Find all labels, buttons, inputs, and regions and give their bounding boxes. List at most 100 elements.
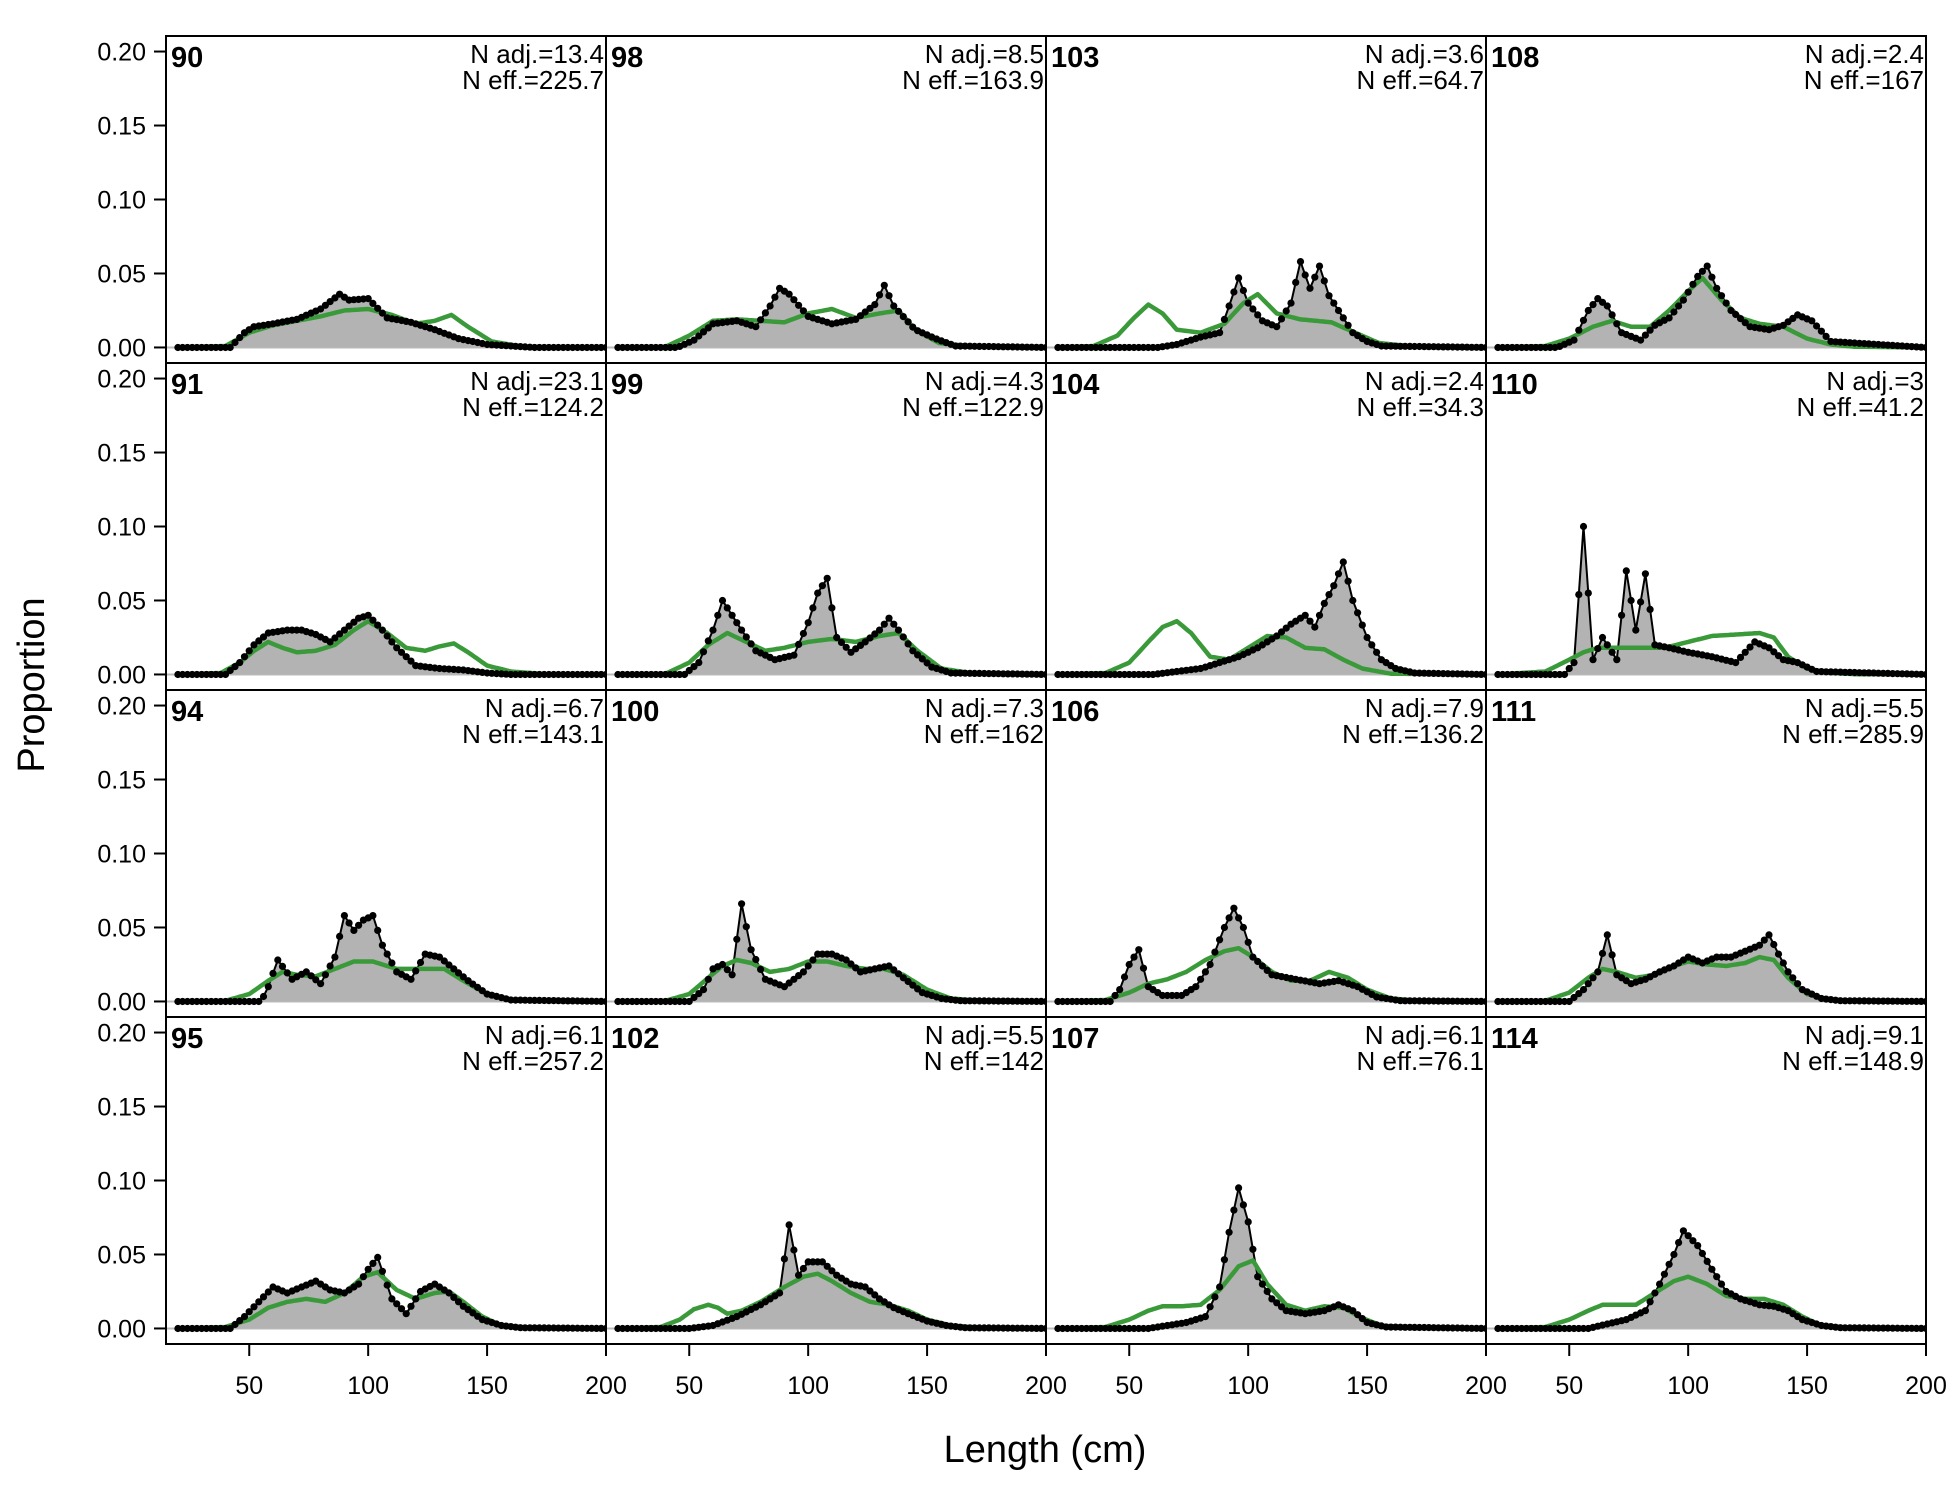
panel-label: 102 (611, 1023, 659, 1055)
observed-point (1306, 284, 1314, 292)
n-adj-label: N adj.=3 (1826, 366, 1924, 396)
observed-point (728, 611, 736, 619)
observed-point (264, 1288, 272, 1296)
panel-plot-area (166, 1253, 606, 1333)
observed-point (383, 950, 391, 958)
y-tick-label: 0.05 (97, 587, 146, 615)
observed-point (709, 626, 717, 634)
x-tick-label: 100 (1667, 1372, 1709, 1400)
observed-point (818, 1258, 827, 1266)
n-eff-label: N eff.=257.2 (462, 1046, 604, 1076)
observed-point (1760, 936, 1768, 944)
observed-point (1220, 923, 1228, 932)
observed-point (1717, 292, 1726, 300)
observed-point (894, 307, 903, 315)
observed-point (1235, 914, 1243, 922)
n-adj-label: N adj.=6.1 (485, 1020, 604, 1050)
observed-point (1130, 953, 1138, 961)
observed-point (326, 962, 334, 970)
observed-point (1225, 914, 1233, 922)
y-tick-label: 0.15 (97, 440, 146, 468)
panel-label: 100 (611, 696, 659, 728)
panel-label: 90 (171, 42, 203, 74)
observed-area (617, 903, 1046, 1002)
observed-point (1315, 262, 1324, 270)
observed-point (733, 619, 741, 627)
observed-point (1656, 1280, 1664, 1288)
observed-point (397, 648, 406, 656)
observed-point (1741, 319, 1749, 327)
observed-point (1349, 1307, 1357, 1315)
observed-point (723, 966, 731, 974)
observed-point (1363, 633, 1371, 642)
observed-point (317, 980, 325, 988)
observed-point (1732, 659, 1740, 667)
observed-point (1670, 1250, 1678, 1259)
observed-point (904, 318, 912, 326)
observed-point (350, 618, 358, 626)
observed-point (1594, 645, 1602, 653)
observed-point (1637, 598, 1645, 606)
observed-point (799, 1264, 808, 1273)
observed-point (1584, 980, 1592, 988)
panel-label: 111 (1491, 696, 1536, 728)
observed-point (804, 962, 812, 970)
observed-point (923, 659, 931, 667)
observed-point (704, 637, 712, 645)
observed-point (1306, 617, 1314, 625)
observed-point (364, 295, 372, 303)
panel-plot-area (1046, 258, 1486, 352)
observed-point (1708, 273, 1716, 281)
observed-point (454, 1298, 463, 1306)
observed-point (1589, 656, 1597, 664)
observed-point (1235, 274, 1243, 282)
observed-point (1325, 591, 1333, 599)
observed-point (245, 1308, 253, 1316)
observed-area (1057, 261, 1486, 348)
observed-point (454, 969, 463, 977)
observed-point (369, 616, 377, 624)
n-adj-label: N adj.=23.1 (470, 366, 604, 396)
observed-point (899, 313, 907, 321)
observed-point (1755, 941, 1764, 949)
observed-point (695, 659, 703, 667)
observed-point (799, 968, 808, 976)
n-eff-label: N eff.=34.3 (1357, 392, 1484, 422)
observed-point (1779, 959, 1787, 967)
observed-point (264, 983, 272, 991)
observed-point (274, 956, 282, 964)
n-eff-label: N eff.=167 (1804, 65, 1924, 95)
observed-point (1675, 1239, 1683, 1247)
observed-point (1273, 1299, 1281, 1307)
y-tick-label: 0.05 (97, 260, 146, 288)
x-tick-label: 100 (1227, 1372, 1269, 1400)
observed-point (1230, 1206, 1238, 1214)
observed-point (355, 921, 363, 929)
observed-point (1268, 1295, 1276, 1303)
n-adj-label: N adj.=5.5 (925, 1020, 1044, 1050)
panel-label: 104 (1051, 369, 1099, 401)
observed-point (378, 626, 386, 634)
n-eff-label: N eff.=148.9 (1782, 1046, 1924, 1076)
observed-point (1660, 1270, 1668, 1278)
observed-point (828, 1267, 836, 1275)
observed-point (1287, 299, 1295, 307)
observed-point (1665, 314, 1673, 322)
n-eff-label: N eff.=122.9 (902, 392, 1044, 422)
observed-point (1727, 306, 1735, 315)
observed-point (690, 336, 698, 344)
observed-point (885, 292, 893, 300)
observed-point (880, 620, 888, 628)
observed-point (799, 307, 808, 315)
observed-point (1684, 288, 1692, 296)
panel-label: 106 (1051, 696, 1099, 728)
shared-axes: 0.00 0.05 0.10 0.15 0.20 0.00 0.05 0.10 0.15 0.20… (97, 39, 1947, 1400)
observed-point (1368, 641, 1376, 649)
observed-point (776, 1289, 784, 1297)
n-adj-label: N adj.=4.3 (925, 366, 1044, 396)
observed-point (1579, 986, 1588, 994)
x-tick-label: 100 (787, 1372, 829, 1400)
observed-point (795, 301, 803, 309)
observed-point (814, 589, 822, 597)
panel-plot-area (166, 290, 606, 352)
